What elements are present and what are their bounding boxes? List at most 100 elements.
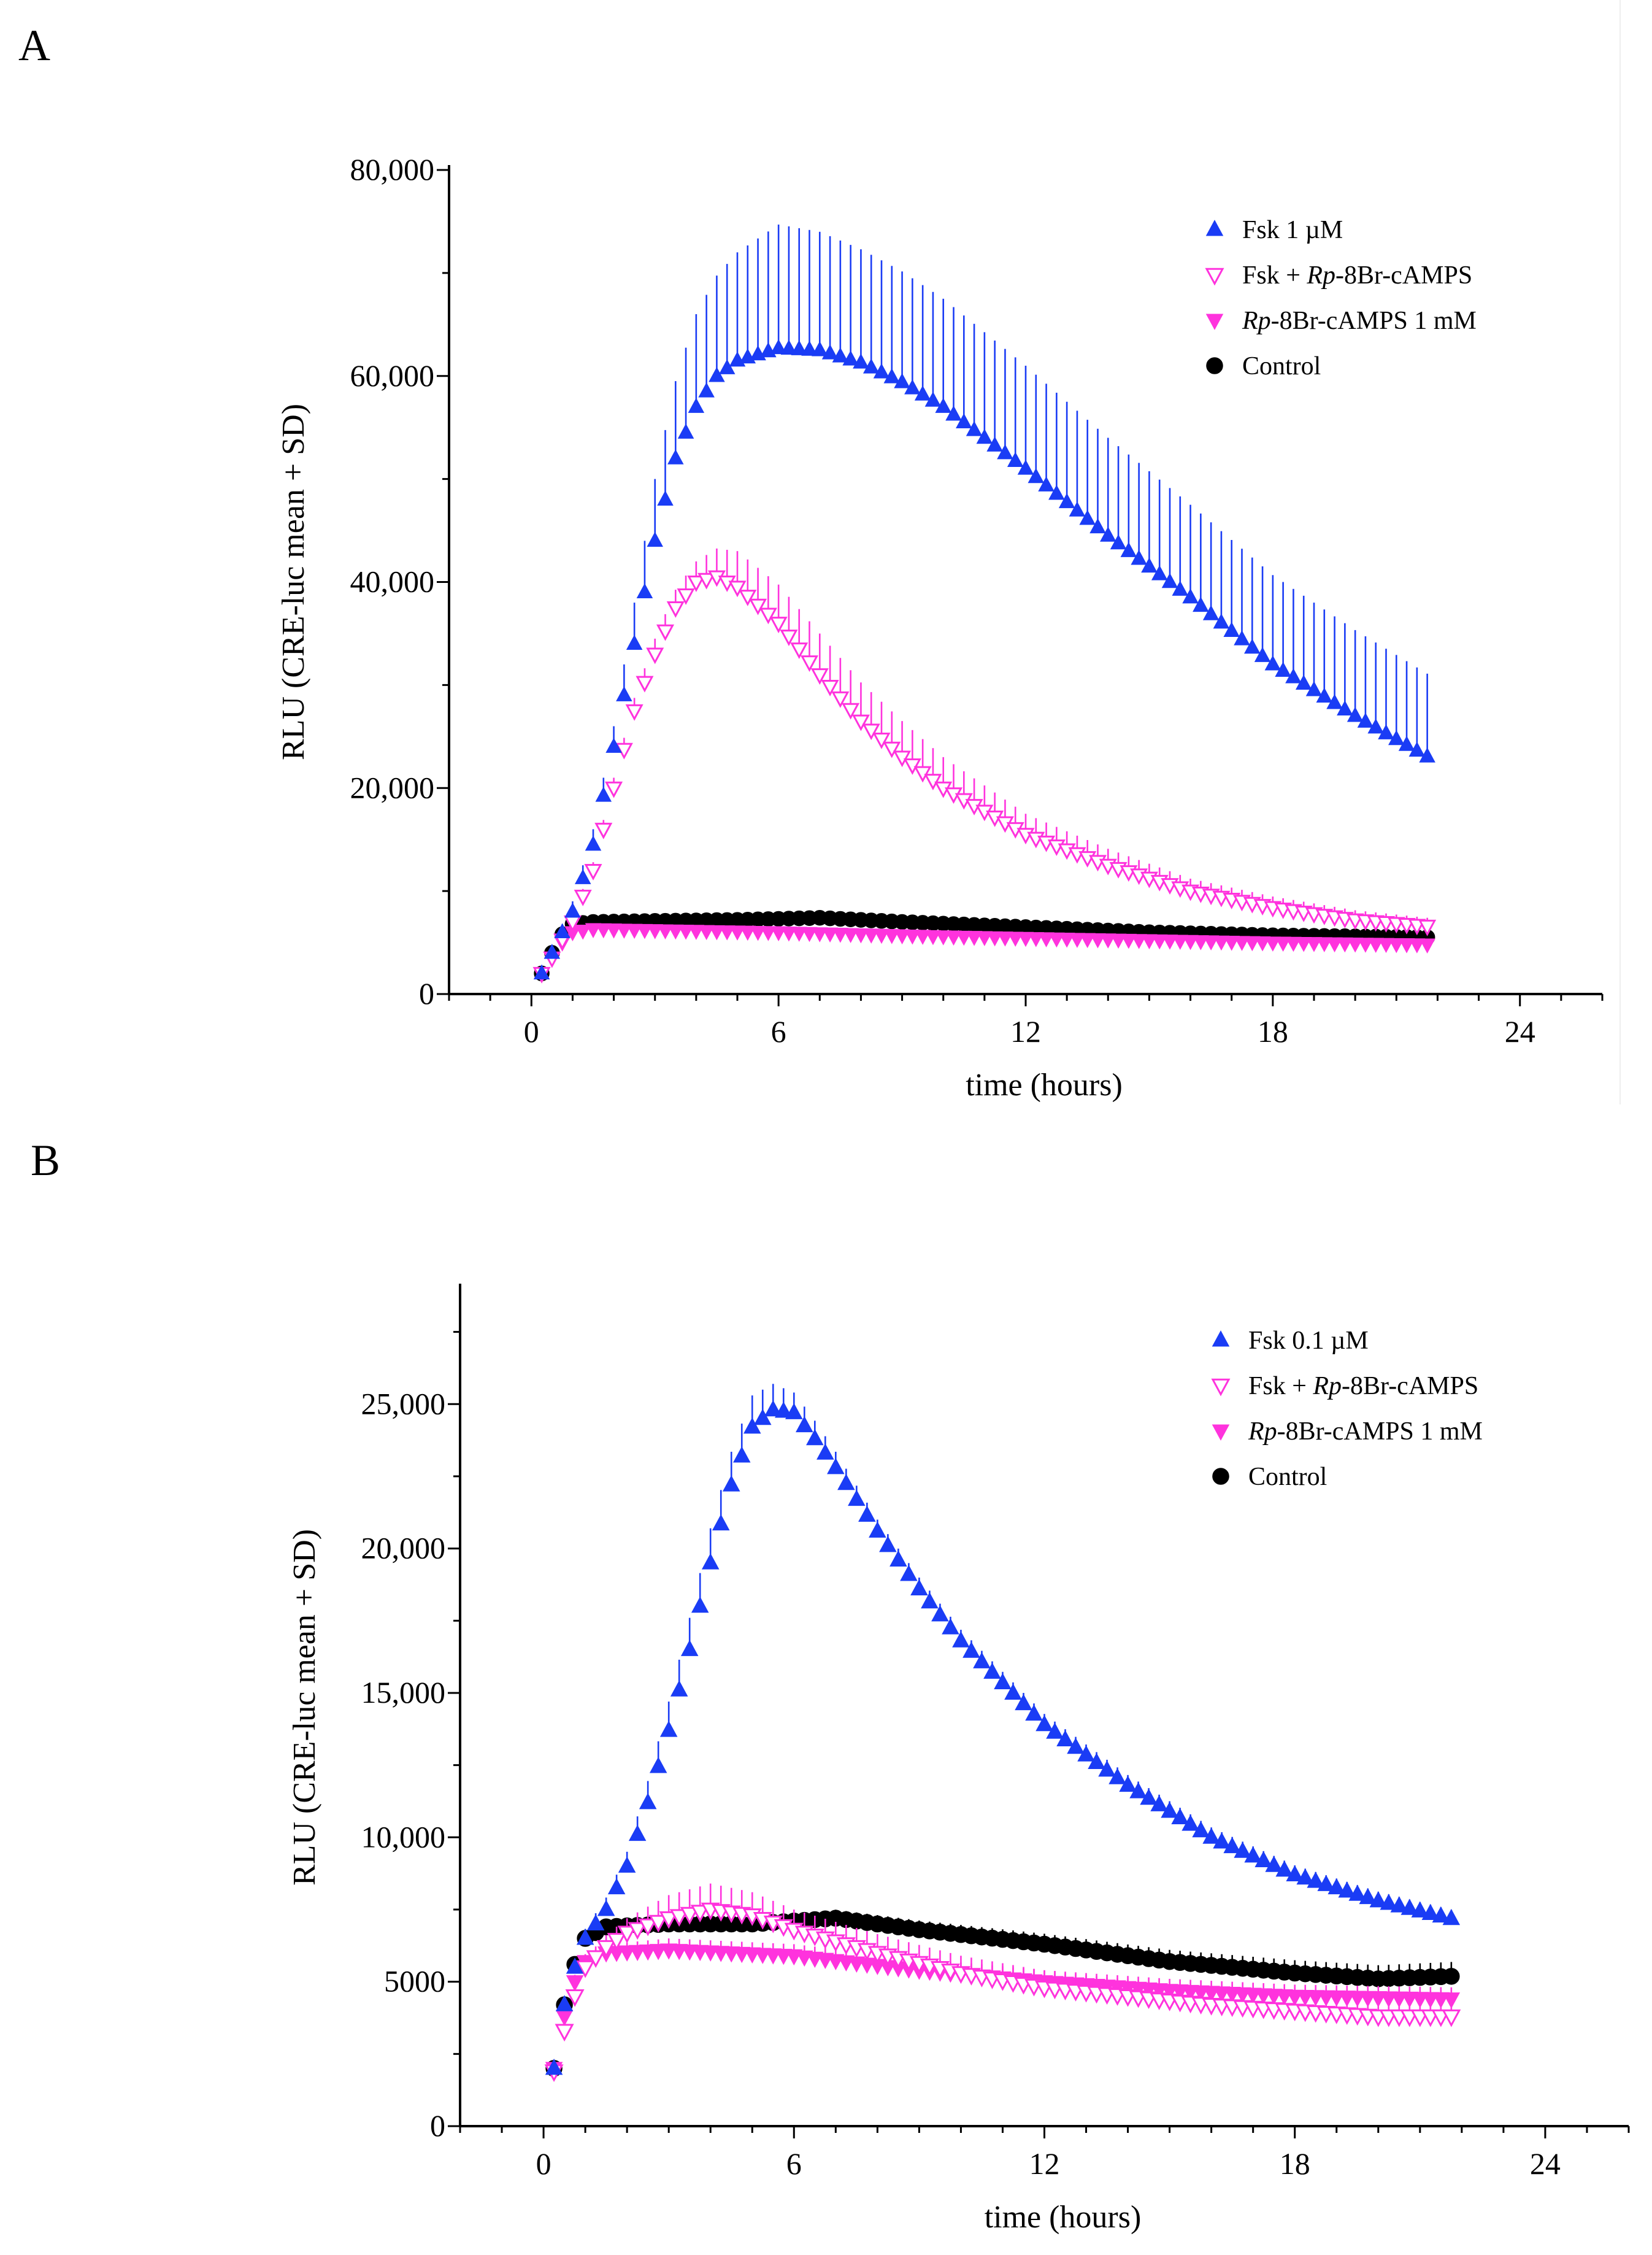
data-point xyxy=(732,1446,751,1463)
data-point xyxy=(862,928,880,944)
series-1 xyxy=(532,548,1437,984)
data-point xyxy=(910,1579,928,1596)
x-tick-label: 6 xyxy=(786,2146,802,2181)
data-point xyxy=(924,930,942,946)
data-point xyxy=(1110,534,1127,550)
data-point xyxy=(1264,655,1281,671)
data-point xyxy=(952,1631,970,1648)
legend-entry: Fsk + Rp-8Br-cAMPS xyxy=(1242,261,1472,290)
data-point xyxy=(656,624,675,641)
legend-marker xyxy=(1212,1468,1229,1485)
data-point xyxy=(636,676,654,693)
data-point xyxy=(904,929,921,945)
data-point xyxy=(1141,934,1158,950)
data-point xyxy=(790,642,809,659)
legend-marker xyxy=(1212,1330,1230,1347)
data-point xyxy=(1172,935,1189,950)
data-point xyxy=(853,928,869,944)
data-point xyxy=(647,531,663,547)
data-point xyxy=(1058,493,1075,509)
legend-entry: Fsk 0.1 µM xyxy=(1248,1327,1369,1355)
data-point xyxy=(760,926,777,941)
data-point xyxy=(1151,565,1168,580)
data-point xyxy=(914,385,931,401)
data-point xyxy=(1161,935,1178,950)
data-point xyxy=(921,1592,939,1609)
data-point xyxy=(1388,938,1405,954)
data-point xyxy=(554,923,571,939)
data-point xyxy=(1316,937,1333,952)
data-point xyxy=(862,723,880,741)
data-point xyxy=(1038,476,1055,491)
data-point xyxy=(801,341,818,356)
data-point xyxy=(791,927,807,942)
data-point xyxy=(1202,605,1220,620)
data-point xyxy=(677,423,694,439)
data-point xyxy=(800,655,819,672)
data-point xyxy=(628,1824,647,1841)
data-point xyxy=(749,598,767,615)
legend-text: Rp xyxy=(1242,307,1271,335)
legend-text: -8Br-cAMPS xyxy=(1335,261,1472,290)
data-point xyxy=(750,925,766,941)
legend-marker xyxy=(1205,220,1224,236)
data-point xyxy=(935,930,951,946)
data-point xyxy=(574,890,592,906)
data-point xyxy=(754,1408,772,1425)
data-point xyxy=(812,341,828,357)
data-point xyxy=(1058,933,1075,948)
data-point xyxy=(1150,1795,1168,1811)
series-0 xyxy=(545,1384,1461,2075)
data-point xyxy=(646,647,664,665)
data-point xyxy=(831,691,850,708)
data-point xyxy=(712,1514,730,1531)
data-point xyxy=(821,927,839,943)
data-point xyxy=(1296,1868,1314,1885)
data-point xyxy=(616,686,632,701)
y-tick-label: 15,000 xyxy=(361,1675,446,1710)
data-point xyxy=(533,964,550,980)
data-point xyxy=(1337,937,1353,953)
legend-text: Fsk 1 µM xyxy=(1242,216,1343,244)
data-point xyxy=(1442,1908,1461,1925)
data-point xyxy=(1193,596,1209,612)
data-point xyxy=(942,1618,959,1635)
data-point xyxy=(1442,1992,1461,2009)
data-point xyxy=(851,714,870,731)
data-point xyxy=(869,1521,886,1538)
data-point xyxy=(775,1401,793,1418)
data-point xyxy=(873,928,890,944)
data-point xyxy=(728,580,747,598)
x-axis-label: time (hours) xyxy=(966,1068,1123,1103)
legend-marker xyxy=(1211,1378,1231,1397)
y-tick-label: 10,000 xyxy=(361,1819,446,1854)
data-point xyxy=(883,368,901,384)
legend-marker xyxy=(1206,357,1223,374)
data-point xyxy=(1015,1694,1032,1711)
data-point xyxy=(575,1960,595,1978)
data-point xyxy=(1213,1832,1231,1849)
data-point xyxy=(842,703,860,720)
data-point xyxy=(722,1475,740,1492)
data-point xyxy=(997,444,1013,460)
data-point xyxy=(812,927,828,942)
data-point xyxy=(983,1662,1001,1679)
data-point xyxy=(879,1536,897,1552)
data-point xyxy=(628,1945,647,1962)
data-point xyxy=(1223,1837,1241,1854)
y-tick-label: 5000 xyxy=(384,1964,445,1999)
x-tick-label: 12 xyxy=(1010,1014,1041,1049)
data-point xyxy=(780,926,797,942)
data-point xyxy=(594,822,613,839)
data-point xyxy=(1131,549,1147,565)
data-point xyxy=(1140,1788,1158,1805)
data-point xyxy=(566,1975,584,1992)
data-point xyxy=(636,583,653,599)
data-point xyxy=(1327,1878,1346,1895)
data-point xyxy=(618,1945,636,1962)
data-point xyxy=(1046,1722,1064,1739)
legend-text: Rp xyxy=(1248,1417,1277,1446)
data-point xyxy=(564,902,581,918)
data-point xyxy=(628,1922,647,1940)
data-point xyxy=(1411,1901,1429,1918)
